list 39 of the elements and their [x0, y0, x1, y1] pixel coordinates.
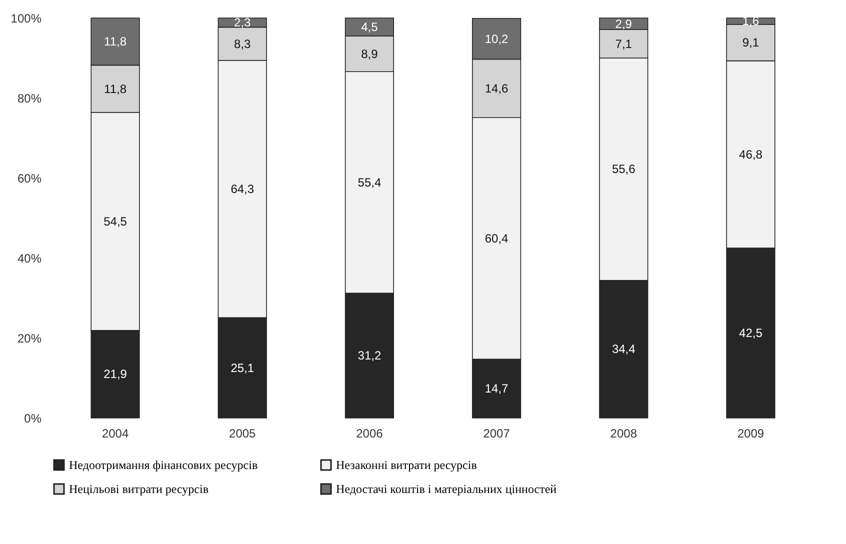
x-tick-label: 2004 — [102, 426, 129, 440]
x-tick-label: 2009 — [737, 426, 764, 440]
data-label: 8,3 — [234, 36, 252, 51]
y-tick-label: 100% — [10, 12, 42, 26]
data-label: 2,9 — [615, 16, 632, 31]
data-label: 8,9 — [361, 46, 378, 61]
data-label: 4,5 — [361, 20, 378, 34]
y-tick-label: 80% — [17, 92, 42, 106]
data-label: 25,1 — [230, 360, 254, 375]
data-label: 11,8 — [104, 82, 127, 96]
data-label: 2,3 — [234, 16, 252, 30]
data-label: 60,4 — [484, 231, 509, 246]
x-tick-label: 2007 — [483, 426, 510, 440]
data-label: 31,2 — [358, 348, 382, 363]
x-tick-label: 2005 — [229, 426, 256, 440]
y-tick-label: 0% — [24, 412, 42, 426]
data-label: 55,6 — [612, 162, 636, 176]
data-label: 64,3 — [230, 182, 254, 196]
data-label: 54,5 — [104, 214, 128, 228]
data-label: 11,8 — [104, 34, 127, 49]
y-tick-label: 60% — [17, 172, 42, 186]
x-tick-label: 2008 — [610, 426, 638, 440]
data-label: 14,6 — [484, 81, 509, 96]
legend-label: Недостачі коштів і матеріальних цінностей — [336, 482, 558, 496]
data-label: 34,4 — [612, 342, 636, 356]
data-label: 7,1 — [615, 36, 632, 51]
x-tick-label: 2006 — [356, 426, 384, 440]
y-tick-label: 20% — [17, 332, 42, 346]
legend-label: Недоотримання фінансових ресурсів — [69, 458, 258, 472]
data-label: 21,9 — [104, 367, 128, 382]
data-label: 10,2 — [484, 32, 509, 46]
y-tick-label: 40% — [17, 252, 42, 266]
data-label: 14,7 — [484, 382, 509, 396]
data-label: 9,1 — [742, 36, 760, 50]
data-label: 42,5 — [739, 326, 763, 340]
legend-label: Нецільові витрати ресурсів — [69, 482, 209, 496]
data-label: 46,8 — [739, 147, 763, 162]
legend-label: Незаконні витрати ресурсів — [336, 458, 478, 472]
data-label: 55,4 — [358, 175, 382, 190]
